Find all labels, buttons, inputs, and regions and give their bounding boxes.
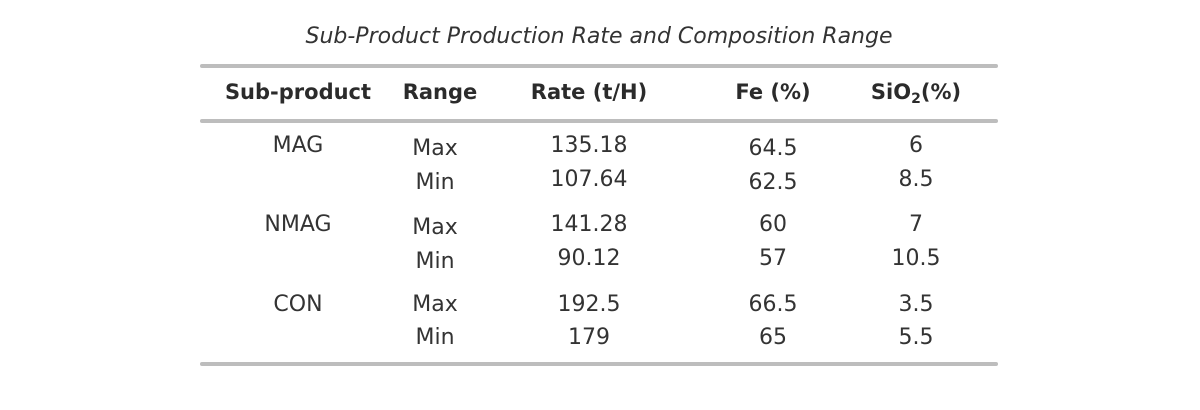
sio2-cell: 7: [909, 212, 923, 237]
rate-cell: 107.64: [550, 167, 628, 192]
range-cell: Max: [412, 292, 458, 317]
table-top-rule: [200, 64, 998, 68]
rate-cell: 135.18: [550, 133, 628, 158]
header-divider-rule: [200, 119, 998, 123]
fe-cell: 64.5: [748, 136, 798, 161]
sio2-cell: 3.5: [898, 292, 934, 317]
rate-cell: 90.12: [557, 246, 621, 271]
table-caption: Sub-Product Production Rate and Composit…: [305, 24, 893, 49]
header-sio2-prefix: SiO: [870, 80, 912, 104]
range-cell: Min: [415, 170, 455, 195]
header-sub-product: Sub-product: [224, 80, 372, 104]
sio2-cell: 10.5: [891, 246, 941, 271]
header-range: Range: [402, 80, 478, 104]
fe-cell: 66.5: [748, 292, 798, 317]
range-cell: Max: [412, 215, 458, 240]
fe-cell: 62.5: [748, 170, 798, 195]
range-cell: Min: [415, 325, 455, 350]
sio2-cell: 5.5: [898, 325, 934, 350]
sio2-cell: 8.5: [898, 167, 934, 192]
header-sio2: SiO2(%): [846, 80, 986, 107]
rate-cell: 179: [568, 325, 610, 350]
sub-product-cell: NMAG: [264, 212, 332, 237]
sub-product-cell: CON: [273, 292, 323, 317]
rate-cell: 192.5: [557, 292, 621, 317]
header-sio2-subscript: 2: [911, 91, 921, 107]
header-sio2-suffix: (%): [920, 80, 962, 104]
sub-product-cell: MAG: [272, 133, 324, 158]
fe-cell: 60: [759, 212, 787, 237]
table-bottom-rule: [200, 362, 998, 366]
header-rate: Rate (t/H): [530, 80, 648, 104]
sio2-cell: 6: [909, 133, 923, 158]
fe-cell: 65: [759, 325, 787, 350]
rate-cell: 141.28: [550, 212, 628, 237]
header-fe: Fe (%): [735, 80, 811, 104]
fe-cell: 57: [759, 246, 787, 271]
range-cell: Min: [415, 249, 455, 274]
range-cell: Max: [412, 136, 458, 161]
